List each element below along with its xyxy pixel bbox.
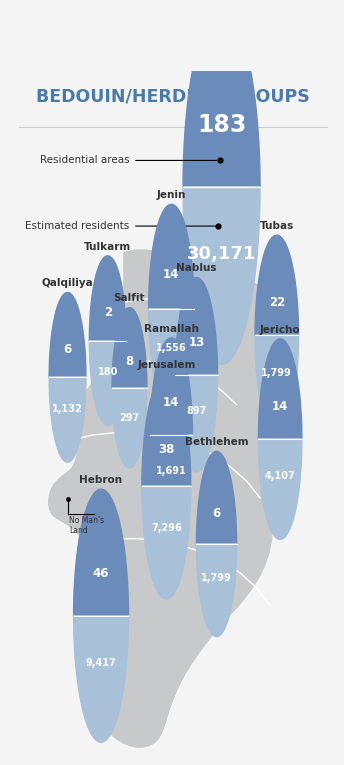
- Polygon shape: [258, 339, 302, 439]
- Text: 8: 8: [125, 355, 133, 368]
- Text: 183: 183: [197, 113, 246, 137]
- Text: 7,296: 7,296: [151, 523, 182, 533]
- Text: 1,556: 1,556: [156, 343, 187, 353]
- Text: Ramallah: Ramallah: [144, 324, 199, 334]
- Text: Jenin: Jenin: [157, 190, 186, 200]
- Text: 9,417: 9,417: [86, 658, 116, 668]
- Polygon shape: [74, 616, 129, 742]
- Text: 14: 14: [272, 399, 288, 412]
- Text: 30,171: 30,171: [187, 246, 256, 263]
- Text: Qalqiliya: Qalqiliya: [42, 278, 94, 288]
- Polygon shape: [47, 249, 287, 748]
- Polygon shape: [149, 309, 194, 414]
- Polygon shape: [258, 439, 302, 539]
- Text: 22: 22: [269, 296, 285, 309]
- Text: 14: 14: [163, 396, 180, 409]
- Text: BEDOUIN/HERDING GROUPS: BEDOUIN/HERDING GROUPS: [36, 88, 310, 106]
- Polygon shape: [150, 435, 192, 532]
- Text: Tubas: Tubas: [260, 221, 294, 231]
- Polygon shape: [175, 375, 217, 472]
- Polygon shape: [112, 308, 147, 388]
- Text: 6: 6: [212, 507, 221, 520]
- Text: 180: 180: [98, 367, 118, 377]
- Text: 14: 14: [163, 268, 180, 281]
- Text: Salfit: Salfit: [114, 294, 145, 304]
- Polygon shape: [150, 338, 192, 435]
- Text: Nablus: Nablus: [176, 263, 217, 273]
- Text: 1,799: 1,799: [201, 573, 232, 583]
- Text: 897: 897: [186, 405, 207, 415]
- Polygon shape: [255, 235, 299, 335]
- Text: 2: 2: [104, 306, 112, 319]
- Text: Tulkarm: Tulkarm: [84, 242, 131, 252]
- Polygon shape: [183, 10, 260, 187]
- Polygon shape: [175, 278, 217, 375]
- Text: 6: 6: [63, 343, 72, 356]
- Text: 1,691: 1,691: [156, 466, 187, 476]
- Polygon shape: [255, 335, 299, 436]
- Polygon shape: [49, 292, 86, 377]
- Text: 13: 13: [188, 336, 205, 349]
- Polygon shape: [142, 373, 191, 487]
- Polygon shape: [142, 487, 191, 599]
- Text: Jericho: Jericho: [260, 324, 300, 335]
- Polygon shape: [89, 256, 126, 340]
- Text: 1,799: 1,799: [261, 367, 292, 378]
- Text: 297: 297: [119, 412, 140, 422]
- Text: 4,107: 4,107: [265, 471, 295, 481]
- Polygon shape: [196, 544, 237, 636]
- Text: Bethlehem: Bethlehem: [185, 437, 248, 448]
- Text: 38: 38: [158, 443, 174, 456]
- Polygon shape: [74, 489, 129, 616]
- Text: No Man's
Land: No Man's Land: [69, 516, 104, 535]
- Polygon shape: [49, 377, 86, 462]
- Text: Estimated residents: Estimated residents: [25, 221, 129, 231]
- Text: Hebron: Hebron: [79, 475, 122, 485]
- Polygon shape: [183, 187, 260, 364]
- Text: 1,132: 1,132: [52, 404, 83, 414]
- Polygon shape: [89, 340, 126, 425]
- Text: Jerusalem: Jerusalem: [137, 360, 195, 369]
- Text: 46: 46: [93, 568, 109, 581]
- Text: Total: Total: [208, 0, 235, 2]
- Polygon shape: [149, 204, 194, 309]
- Text: Residential areas: Residential areas: [40, 155, 129, 165]
- Polygon shape: [196, 451, 237, 544]
- Polygon shape: [112, 388, 147, 468]
